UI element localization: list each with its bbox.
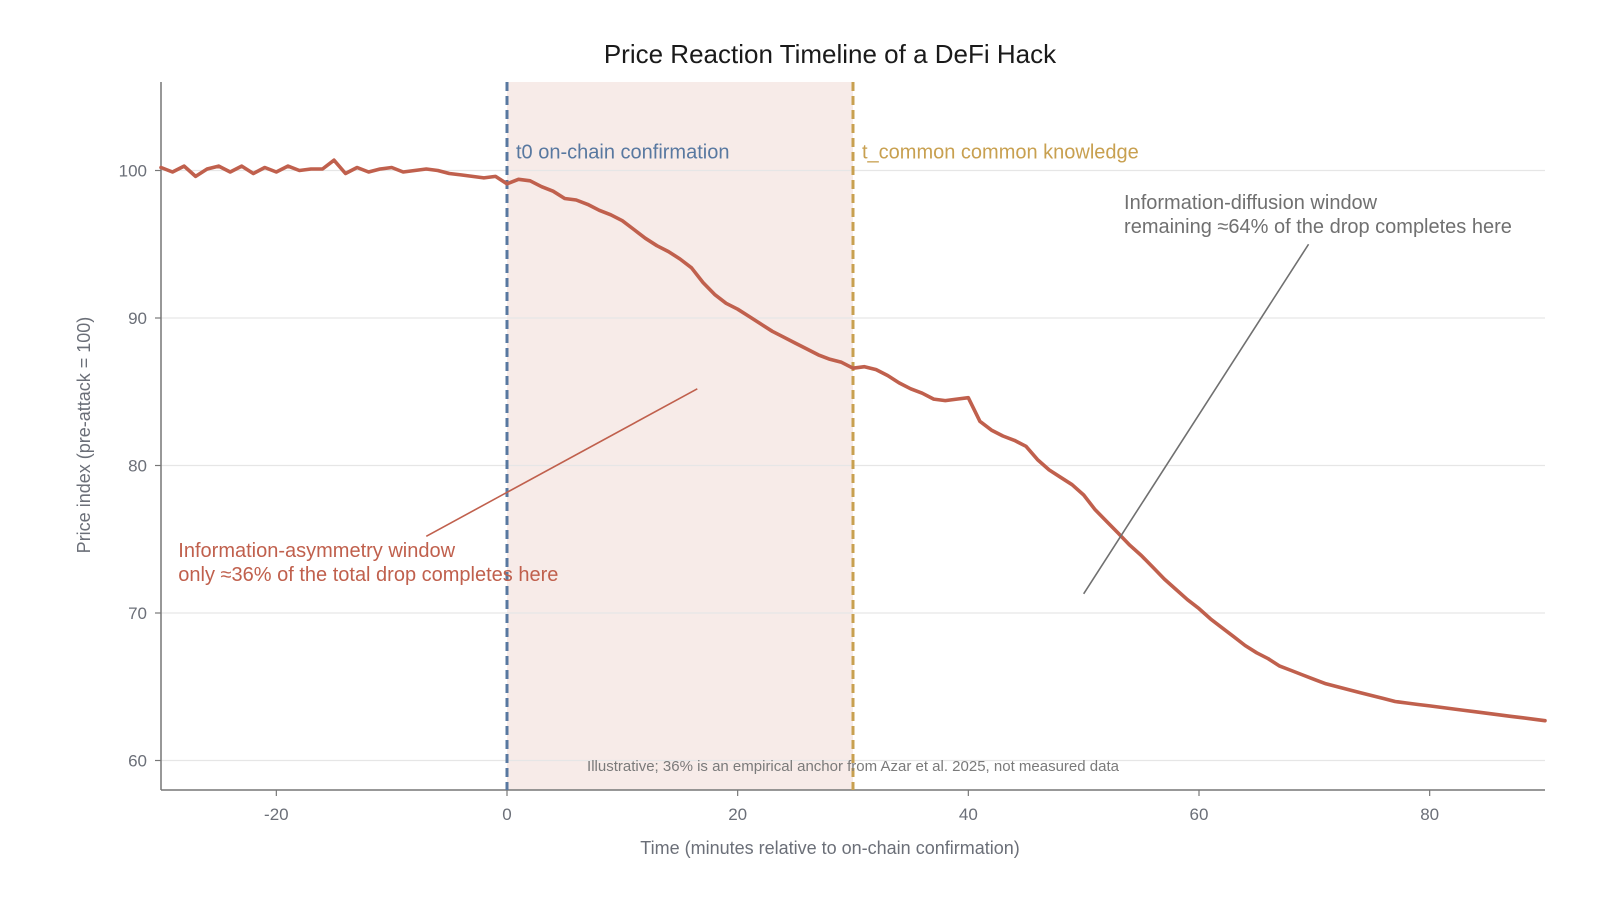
x-tick-label: 0	[502, 805, 511, 824]
plot-area: 60 70 80 90 100 -20 0 20 40 60 80 t0 on-chain confi…	[119, 82, 1547, 824]
t-common-label: t_common common knowledge	[862, 142, 1139, 164]
y-tick-label: 100	[119, 162, 147, 181]
annotation-arrow	[1082, 243, 1310, 595]
y-tick-label: 90	[128, 309, 147, 328]
annotation-text: Information-diffusion window	[1124, 192, 1378, 214]
annotation-text: Information-asymmetry window	[178, 540, 455, 562]
x-tick-label: 80	[1420, 805, 1439, 824]
t0-label: t0 on-chain confirmation	[516, 142, 729, 164]
x-tick-label: 20	[728, 805, 747, 824]
x-tick-label: 40	[959, 805, 978, 824]
y-axis-label: Price index (pre-attack = 100)	[74, 317, 94, 554]
x-axis-label: Time (minutes relative to on-chain confi…	[640, 838, 1019, 858]
shaded-window	[507, 82, 853, 790]
annotation-text: only ≈36% of the total drop completes he…	[178, 564, 558, 586]
chart-title: Price Reaction Timeline of a DeFi Hack	[604, 39, 1057, 69]
y-tick-label: 80	[128, 457, 147, 476]
x-tick-label: 60	[1190, 805, 1209, 824]
y-tick-label: 60	[128, 752, 147, 771]
footnote: Illustrative; 36% is an empirical anchor…	[587, 758, 1120, 775]
price-line	[159, 158, 1547, 723]
x-tick-label: -20	[264, 805, 289, 824]
annotation-arrow	[425, 388, 698, 538]
y-tick-label: 70	[128, 604, 147, 623]
annotation-text: remaining ≈64% of the drop completes her…	[1124, 216, 1512, 238]
